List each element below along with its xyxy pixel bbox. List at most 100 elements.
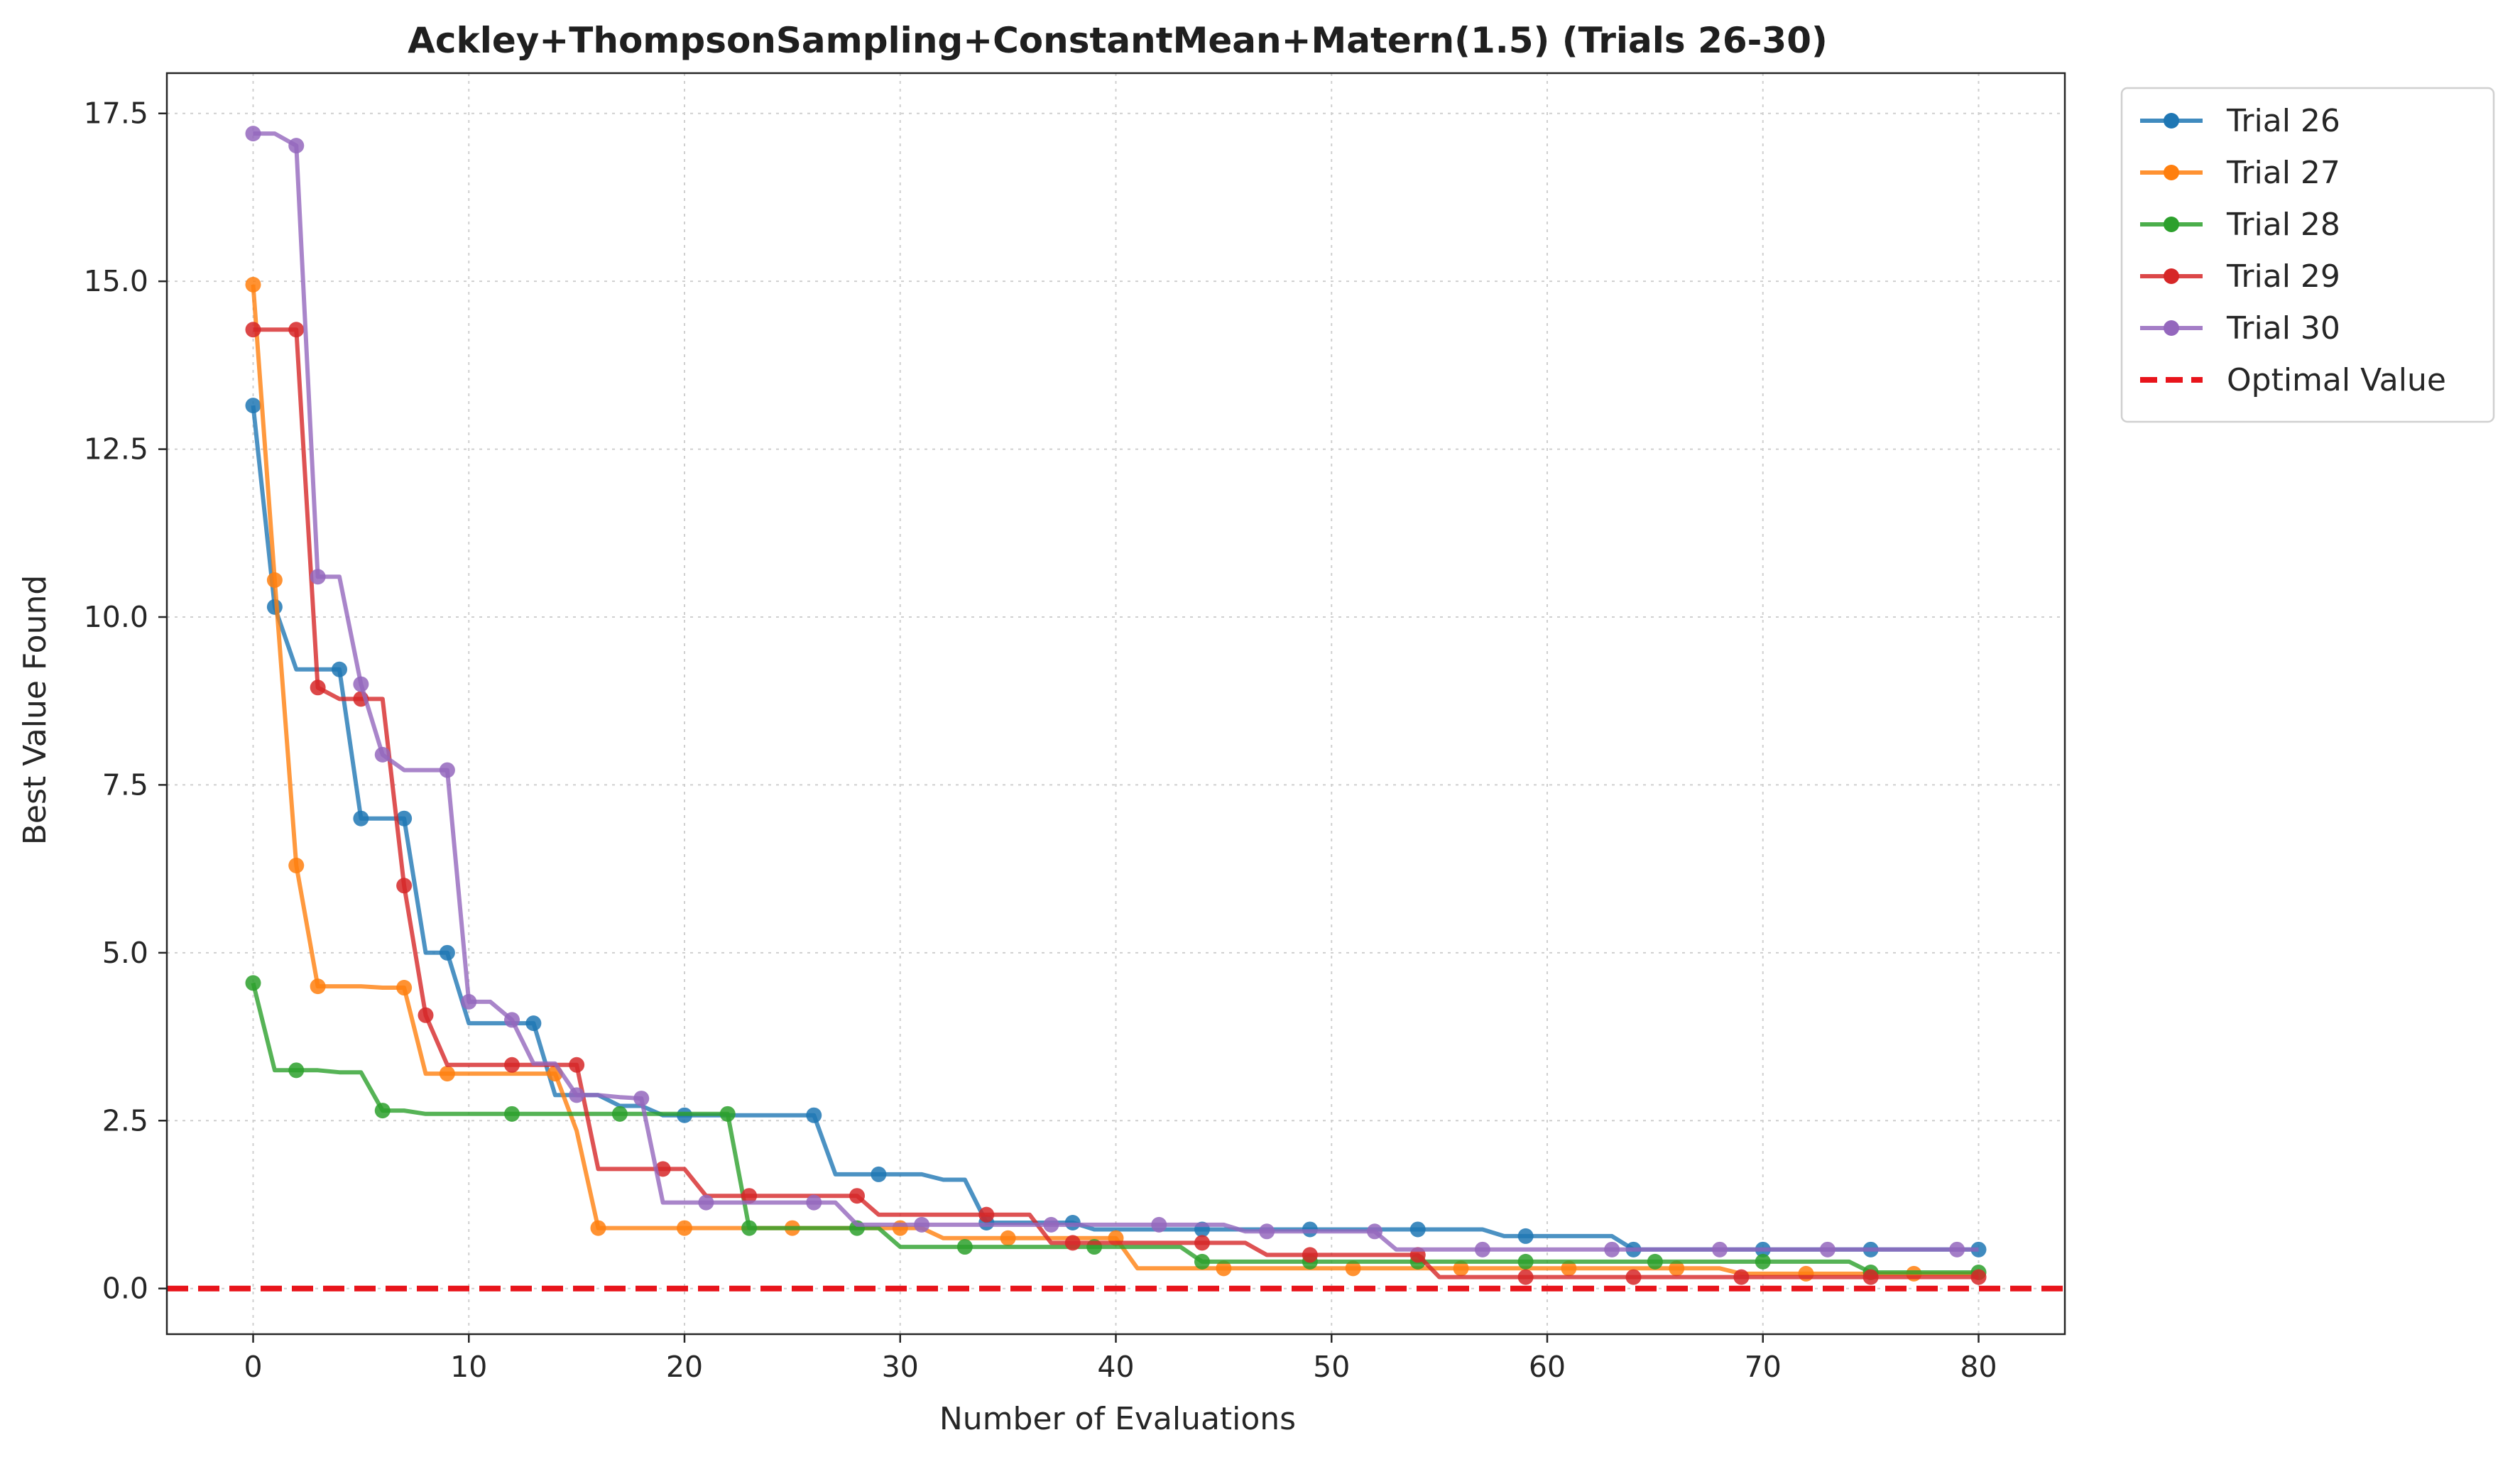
- data-point: [1819, 1241, 1836, 1257]
- data-point: [396, 878, 413, 894]
- data-point: [892, 1220, 908, 1236]
- x-tick-label: 0: [244, 1350, 262, 1384]
- data-point: [332, 661, 347, 677]
- data-point: [288, 322, 305, 338]
- data-point: [1733, 1269, 1750, 1285]
- legend-marker-swatch: [2164, 320, 2179, 336]
- data-point: [1453, 1260, 1469, 1277]
- data-point: [1474, 1241, 1490, 1257]
- x-tick-label: 80: [1960, 1350, 1997, 1384]
- data-point: [1669, 1260, 1685, 1277]
- legend-entry-trial-27: Trial 27: [2140, 155, 2340, 191]
- data-point: [439, 1066, 455, 1082]
- y-tick-label: 15.0: [84, 264, 148, 298]
- data-point: [677, 1220, 692, 1236]
- y-tick-label: 2.5: [102, 1103, 148, 1137]
- data-point: [914, 1216, 930, 1233]
- data-point: [504, 1012, 520, 1028]
- data-point: [719, 1106, 736, 1122]
- y-tick-label: 10.0: [84, 600, 148, 634]
- series-layer: [245, 126, 1987, 1285]
- data-point: [439, 944, 455, 961]
- data-point: [1517, 1228, 1534, 1244]
- data-point: [1302, 1247, 1318, 1263]
- data-point: [1216, 1260, 1232, 1277]
- data-point: [611, 1106, 628, 1122]
- data-point: [266, 572, 283, 588]
- legend-marker-swatch: [2164, 113, 2179, 129]
- data-point: [633, 1091, 650, 1107]
- y-tick-label: 17.5: [84, 97, 148, 131]
- data-point: [245, 398, 261, 414]
- data-point: [245, 322, 261, 338]
- data-point: [374, 1103, 391, 1119]
- legend: Trial 26 Trial 27 Trial 28 Trial 29 Trial 30…: [2120, 87, 2495, 423]
- data-point: [1517, 1269, 1534, 1285]
- data-point: [590, 1220, 606, 1236]
- data-point: [1064, 1235, 1081, 1251]
- legend-label: Optimal Value: [2227, 362, 2446, 398]
- data-point: [504, 1106, 520, 1122]
- data-point: [288, 857, 305, 873]
- legend-marker-swatch: [2164, 268, 2179, 284]
- data-point: [1043, 1216, 1059, 1233]
- x-tick-label: 70: [1745, 1350, 1782, 1384]
- legend-marker-swatch: [2164, 165, 2179, 180]
- data-point: [1194, 1253, 1210, 1270]
- data-point: [245, 276, 261, 293]
- data-point: [310, 680, 326, 696]
- data-point: [1151, 1216, 1167, 1233]
- data-point: [418, 1007, 434, 1023]
- legend-label: Trial 26: [2226, 103, 2340, 139]
- data-point: [1194, 1235, 1210, 1251]
- data-point: [806, 1194, 822, 1211]
- x-tick-label: 60: [1529, 1350, 1566, 1384]
- x-tick-label: 20: [666, 1350, 703, 1384]
- data-point: [871, 1166, 887, 1182]
- data-point: [245, 975, 261, 991]
- data-point: [439, 762, 455, 778]
- data-point: [1755, 1253, 1771, 1270]
- data-point: [310, 978, 326, 995]
- data-point: [1000, 1230, 1016, 1246]
- data-point: [1625, 1269, 1642, 1285]
- x-axis-ticks: 0 10 20 30 40 50 60 70 80: [244, 1334, 1997, 1384]
- legend-label: Trial 30: [2226, 310, 2340, 346]
- y-tick-label: 0.0: [102, 1272, 148, 1306]
- data-point: [504, 1057, 520, 1073]
- legend-label: Trial 29: [2226, 258, 2340, 295]
- x-axis-label: Number of Evaluations: [939, 1401, 1296, 1437]
- legend-label: Trial 28: [2226, 207, 2340, 243]
- data-point: [353, 676, 369, 692]
- data-point: [741, 1188, 758, 1204]
- data-point: [288, 138, 305, 154]
- data-point: [1561, 1260, 1577, 1277]
- series-line-trial-30: [253, 131, 1979, 1252]
- data-point: [569, 1057, 585, 1073]
- data-point: [978, 1206, 995, 1223]
- data-point: [1862, 1269, 1879, 1285]
- x-tick-label: 10: [450, 1350, 487, 1384]
- data-point: [310, 569, 326, 585]
- data-point: [1345, 1260, 1361, 1277]
- legend-entry-trial-26: Trial 26: [2140, 103, 2340, 139]
- data-point: [1367, 1223, 1382, 1240]
- data-point: [1949, 1241, 1965, 1257]
- data-point: [374, 746, 391, 763]
- data-point: [956, 1239, 973, 1255]
- legend-marker-swatch: [2164, 217, 2179, 232]
- data-point: [698, 1194, 714, 1211]
- data-point: [655, 1161, 671, 1177]
- data-point: [396, 980, 413, 996]
- data-point: [396, 810, 413, 826]
- data-point: [741, 1220, 758, 1236]
- data-point: [525, 1015, 542, 1032]
- data-point: [1604, 1241, 1620, 1257]
- series-trial-30: [245, 126, 1979, 1257]
- y-axis-label: Best Value Found: [17, 575, 53, 846]
- data-point: [1409, 1221, 1426, 1238]
- data-point: [1517, 1253, 1534, 1270]
